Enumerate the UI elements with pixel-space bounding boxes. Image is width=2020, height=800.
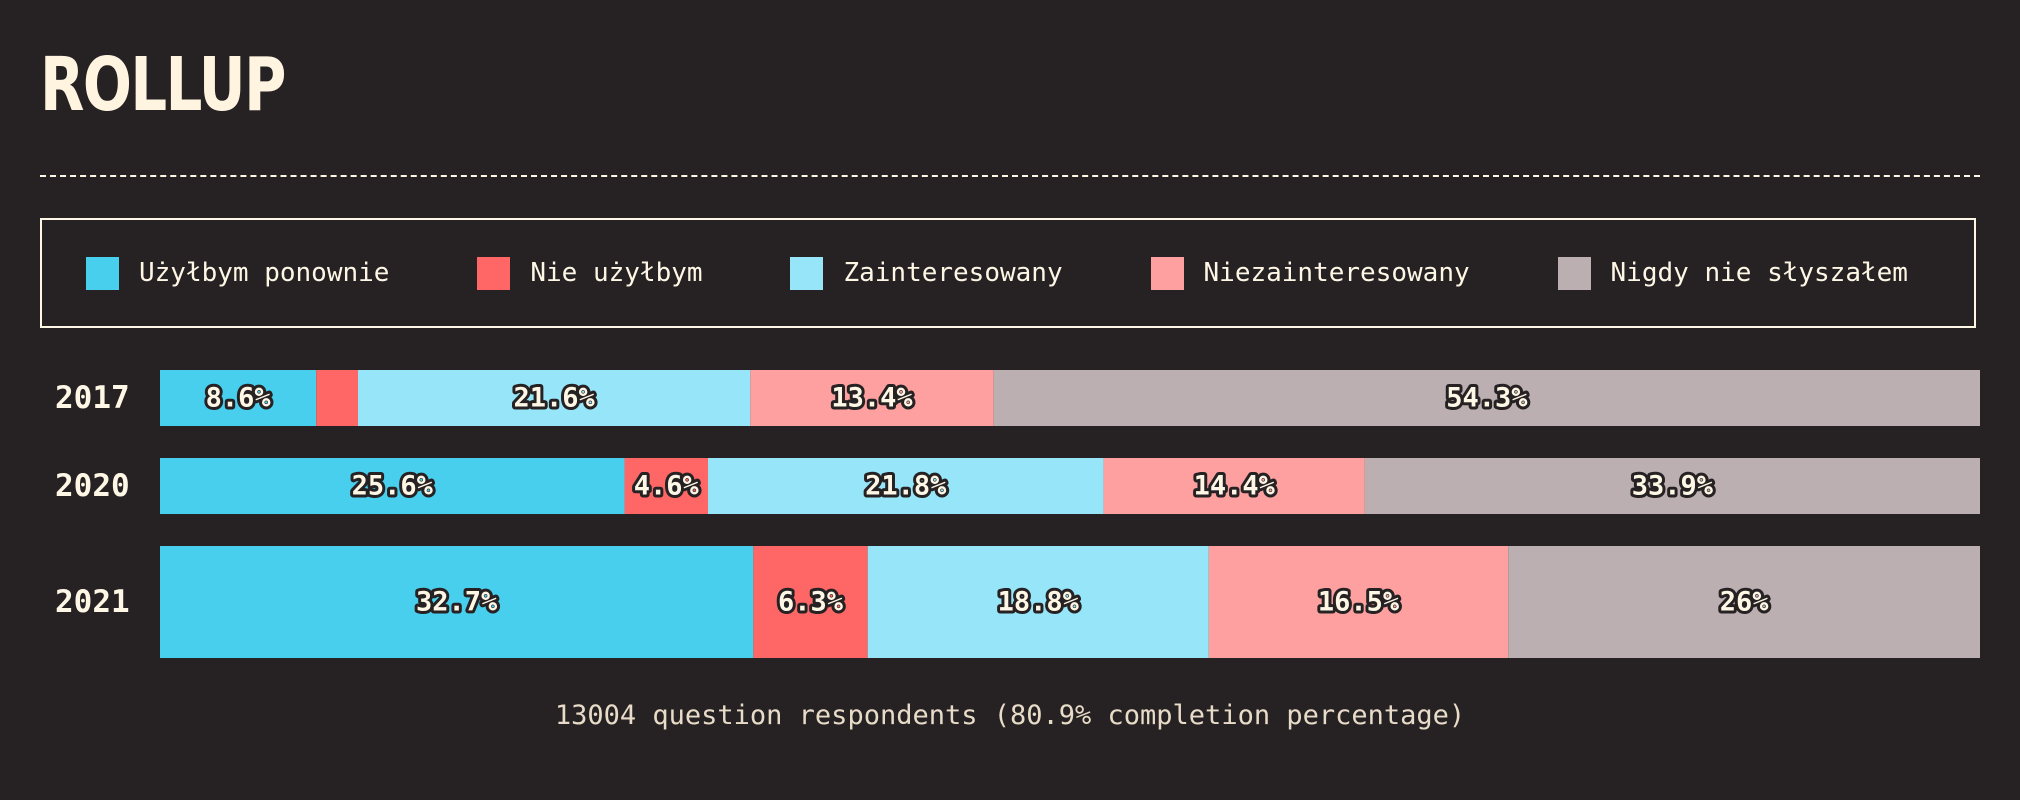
bar-segment	[357, 370, 751, 426]
data-label: 14.4%	[1194, 471, 1276, 502]
legend: Użyłbym ponownie Nie użyłbym Zainteresowan…	[40, 218, 1976, 328]
data-label: 21.8%	[865, 471, 947, 502]
category-label: 2017	[55, 380, 130, 416]
bar-segment	[1103, 458, 1365, 514]
bar-segment	[1364, 458, 1980, 514]
bar-segment	[993, 370, 1980, 426]
bar-segment	[707, 458, 1104, 514]
data-label: 6.3%	[778, 587, 844, 618]
data-label: 26%	[1720, 587, 1770, 618]
chart-title: ROLLUP	[40, 42, 286, 128]
category-label: 2021	[55, 584, 130, 620]
stacked-bar-chart: 2017 8.6% 21.6% 13.4% 54.3% 2020 25.6% 4.6% 21.8…	[55, 370, 1980, 658]
bar-segment	[1208, 546, 1509, 658]
legend-item: Użyłbym ponownie	[86, 256, 390, 290]
bar-segment	[624, 458, 708, 514]
legend-swatch	[86, 256, 119, 290]
legend-item: Zainteresowany	[790, 256, 1063, 290]
data-label: 54.3%	[1446, 383, 1528, 414]
bar-segment	[160, 370, 317, 426]
data-label: 33.9%	[1632, 471, 1714, 502]
data-label: 25.6%	[352, 471, 434, 502]
bar-segment	[160, 546, 754, 658]
legend-item: Nigdy nie słyszałem	[1557, 256, 1908, 290]
respondents-footnote: 13004 question respondents (80.9% comple…	[554, 700, 1466, 731]
dashed-divider	[40, 175, 1980, 177]
legend-swatch	[1150, 256, 1184, 290]
bar-segment	[753, 546, 868, 658]
bar-segment	[867, 546, 1209, 658]
data-label: 13.4%	[831, 383, 913, 414]
category-label: 2020	[55, 468, 130, 504]
data-label: 32.7%	[416, 587, 498, 618]
bar-segment	[160, 458, 625, 514]
legend-item: Niezainteresowany	[1150, 256, 1470, 290]
legend-swatch	[477, 256, 511, 290]
data-label: 21.6%	[514, 383, 596, 414]
legend-label: Nie użyłbym	[530, 258, 703, 288]
bar-segment	[1508, 546, 1980, 658]
bar-segment	[750, 370, 994, 426]
legend-label: Niezainteresowany	[1203, 258, 1470, 288]
bar-segment	[316, 370, 358, 426]
legend-item: Nie użyłbym	[477, 256, 703, 290]
legend-swatch	[790, 256, 824, 290]
data-label: 18.8%	[998, 587, 1080, 618]
data-label: 16.5%	[1318, 587, 1400, 618]
legend-swatch	[1557, 256, 1591, 290]
legend-label: Użyłbym ponownie	[139, 258, 390, 288]
data-label: 8.6%	[206, 383, 272, 414]
legend-label: Zainteresowany	[843, 258, 1063, 288]
legend-label: Nigdy nie słyszałem	[1610, 258, 1908, 288]
data-label: 4.6%	[634, 471, 700, 502]
